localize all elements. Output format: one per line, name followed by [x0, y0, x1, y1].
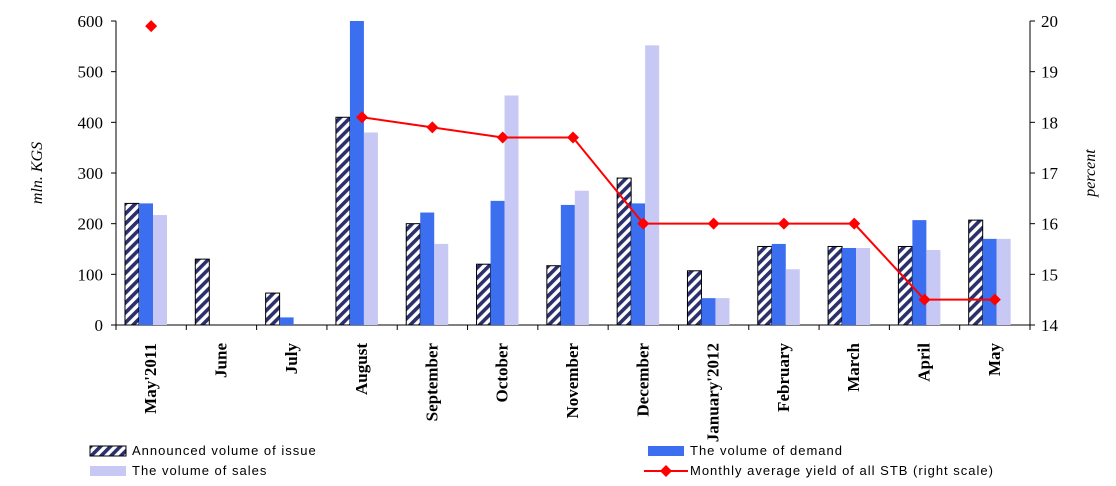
- sales-volume-bar: [434, 243, 449, 325]
- sales-volume-bar: [715, 298, 730, 325]
- demand-volume-bar: [771, 243, 786, 325]
- demand-volume-bar: [842, 247, 857, 325]
- announced-volume-bar: [194, 258, 210, 326]
- yield-point: [707, 217, 720, 230]
- yield-point: [426, 121, 439, 134]
- announced-volume-bar: [897, 245, 913, 326]
- y2-tick-label: 16: [1041, 215, 1058, 234]
- demand-volume-bar: [631, 203, 646, 325]
- demand-volume-bar: [139, 203, 153, 325]
- legend-item-sales: The volume of sales: [90, 463, 267, 478]
- announced-volume-bar: [827, 245, 843, 326]
- sales-volume-bar: [926, 250, 941, 325]
- legend-marker: [660, 465, 672, 477]
- demand-volume-bar: [420, 212, 435, 325]
- yield-point: [848, 217, 861, 230]
- x-tick-label: December: [633, 343, 652, 417]
- legend-swatch: [90, 466, 126, 476]
- sales-volume-bar: [153, 215, 167, 325]
- announced-volume-bar: [124, 202, 140, 326]
- yield-point: [145, 20, 158, 33]
- legend-swatch: [648, 446, 684, 456]
- y-tick-label: 100: [78, 265, 104, 284]
- y-tick-label: 0: [95, 316, 104, 335]
- demand-volume-bar: [982, 238, 997, 325]
- y2-tick-label: 20: [1041, 12, 1058, 31]
- yield-point: [356, 111, 369, 124]
- x-tick-label: January'2012: [704, 343, 723, 442]
- announced-volume-bar: [968, 219, 984, 326]
- plot-area: 0 100 200 300 400 500 600 14 15 16 17 18 19 20 mln. KG…: [29, 12, 1099, 442]
- sales-volume-bar: [996, 238, 1011, 325]
- yield-point: [918, 293, 931, 306]
- x-tick-label: July: [282, 343, 301, 375]
- announced-volume-bar: [757, 245, 773, 326]
- announced-volume-bar: [405, 223, 421, 326]
- yield-point: [988, 293, 1001, 306]
- announced-volume-bar: [335, 116, 351, 326]
- demand-volume-bar: [912, 220, 927, 325]
- yield-point: [637, 217, 650, 230]
- sales-volume-bar: [785, 269, 800, 325]
- sales-volume-bar: [574, 190, 589, 325]
- x-tick-label: May: [985, 343, 1004, 377]
- legend-item-demand: The volume of demand: [648, 443, 843, 458]
- y2-tick-label: 18: [1041, 113, 1058, 132]
- x-tick-label: April: [915, 343, 934, 382]
- yield-line: [361, 116, 995, 301]
- y-tick-label: 600: [78, 12, 104, 31]
- x-tick-label: November: [563, 343, 582, 419]
- y-tick-label: 300: [78, 164, 104, 183]
- yield-point: [567, 131, 579, 144]
- legend-item-announced: Announced volume of issue: [89, 443, 317, 458]
- demand-volume-bar: [279, 317, 294, 325]
- x-tick-label: August: [352, 343, 371, 395]
- legend-label: Announced volume of issue: [132, 443, 317, 458]
- yield-point: [777, 217, 790, 230]
- x-tick-label: October: [493, 343, 512, 403]
- legend-label: The volume of sales: [132, 463, 267, 478]
- y2-tick-label: 14: [1041, 316, 1059, 335]
- announced-volume-bar: [265, 292, 281, 326]
- x-tick-label: February: [774, 343, 793, 412]
- sales-volume-bar: [645, 45, 660, 325]
- sales-volume-bar: [856, 247, 871, 325]
- demand-volume-bar: [701, 298, 716, 325]
- y2-tick-label: 15: [1041, 265, 1058, 284]
- legend-label: Monthly average yield of all STB (right …: [690, 463, 994, 478]
- yield-point: [496, 131, 509, 144]
- y-axis-title: mln. KGS: [29, 142, 46, 204]
- announced-volume-bar: [686, 270, 702, 326]
- demand-volume-bar: [560, 204, 575, 325]
- announced-volume-bar: [476, 263, 492, 326]
- y-tick-label: 500: [78, 63, 104, 82]
- sales-volume-bar: [363, 132, 378, 325]
- legend-label: The volume of demand: [690, 443, 843, 458]
- x-tick-label: March: [844, 342, 863, 391]
- y-tick-label: 200: [78, 215, 104, 234]
- y2-tick-label: 19: [1041, 63, 1058, 82]
- y2-tick-label: 17: [1041, 164, 1059, 183]
- x-tick-label: May'2011: [141, 343, 160, 414]
- announced-volume-bar: [546, 265, 562, 326]
- x-tick-label: September: [422, 343, 441, 422]
- sales-volume-bar: [504, 95, 519, 325]
- demand-volume-bar: [349, 21, 364, 325]
- y2-axis-title: percent: [1082, 149, 1099, 198]
- legend: Announced volume of issue The volume of d…: [89, 443, 994, 478]
- demand-volume-bar: [490, 200, 505, 325]
- legend-item-yield: Monthly average yield of all STB (right …: [644, 463, 994, 478]
- y-tick-label: 400: [78, 113, 104, 132]
- x-tick-label: June: [211, 343, 230, 378]
- legend-swatch: [89, 445, 127, 457]
